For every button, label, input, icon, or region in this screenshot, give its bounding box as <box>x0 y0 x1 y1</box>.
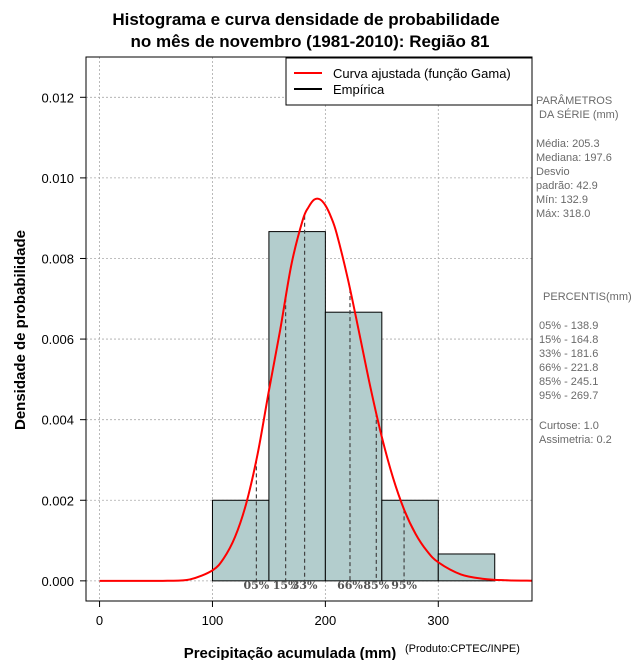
percentil-66: 66% - 221.8 <box>539 362 598 374</box>
percentile-label: 85% <box>363 579 389 592</box>
y-tick-label: 0.000 <box>41 574 74 589</box>
param-min: Mín: 132.9 <box>536 194 588 206</box>
y-tick-label: 0.004 <box>41 413 74 428</box>
percentile-markers: 05% 15%33% 66% 85% 95% <box>244 215 417 592</box>
x-tick-label: 0 <box>96 613 103 628</box>
x-axis: 0 100 200 300 <box>96 601 449 628</box>
param-std-value: padrão: 42.9 <box>536 180 598 192</box>
y-tick-label: 0.012 <box>41 90 74 105</box>
chart-title-line-2: no mês de novembro (1981-2010): Região 8… <box>130 32 489 51</box>
y-axis: 0.000 0.002 0.004 0.006 0.008 0.010 0.012 <box>41 90 86 589</box>
fitted-curve-layer <box>99 197 533 582</box>
y-tick-label: 0.002 <box>41 493 74 508</box>
x-tick-label: 200 <box>315 613 337 628</box>
plot-frame <box>85 56 533 602</box>
x-axis-title: Precipitação acumulada (mm) <box>184 645 397 660</box>
legend: Curva ajustada (função Gama) Empírica <box>285 57 533 106</box>
histogram-bar <box>268 231 326 582</box>
percentil-15: 15% - 164.8 <box>539 334 598 346</box>
x-tick-label: 300 <box>427 613 449 628</box>
percentis-heading: PERCENTIS(mm) <box>540 291 632 303</box>
percentile-label: 66% <box>337 579 363 592</box>
percentil-05: 05% - 138.9 <box>539 320 598 332</box>
param-std-label: Desvio <box>536 166 570 178</box>
histogram-bars <box>211 231 496 582</box>
percentile-label: 05% <box>244 579 270 592</box>
chart-title-line-1: Histograma e curva densidade de probabil… <box>112 10 499 29</box>
legend-label-empirical: Empírica <box>333 82 385 97</box>
param-mean: Média: 205.3 <box>536 138 600 150</box>
legend-label-fitted: Curva ajustada (função Gama) <box>333 66 511 81</box>
skewness: Assimetria: 0.2 <box>539 434 612 446</box>
percentil-33: 33% - 181.6 <box>539 348 598 360</box>
histogram-bar <box>211 499 270 582</box>
percentil-85: 85% - 245.1 <box>539 376 598 388</box>
params-heading-line-2: DA SÉRIE (mm) <box>536 108 619 121</box>
x-tick-label: 100 <box>202 613 224 628</box>
histogram-bar <box>324 311 383 582</box>
y-tick-label: 0.010 <box>41 171 74 186</box>
params-heading-line-1: PARÂMETROS <box>536 94 612 107</box>
percentile-label: 95% <box>391 579 417 592</box>
y-axis-title: Densidade de probabilidade <box>12 230 29 430</box>
legend-box <box>285 57 533 106</box>
kurtosis: Curtose: 1.0 <box>539 420 599 432</box>
histogram-bar <box>381 499 439 582</box>
y-tick-label: 0.006 <box>41 332 74 347</box>
percentile-label: 15% <box>273 579 299 592</box>
y-tick-label: 0.008 <box>41 251 74 266</box>
param-median: Mediana: 197.6 <box>536 152 612 164</box>
percentile-label: 33% <box>292 579 318 592</box>
percentil-95: 95% - 269.7 <box>539 390 598 402</box>
param-max: Máx: 318.0 <box>536 208 590 220</box>
series-parameters-panel: PARÂMETROS DA SÉRIE (mm) Média: 205.3 Me… <box>536 94 632 446</box>
product-credit: (Produto:CPTEC/INPE) <box>405 643 520 655</box>
fitted-gamma-curve <box>99 197 533 582</box>
